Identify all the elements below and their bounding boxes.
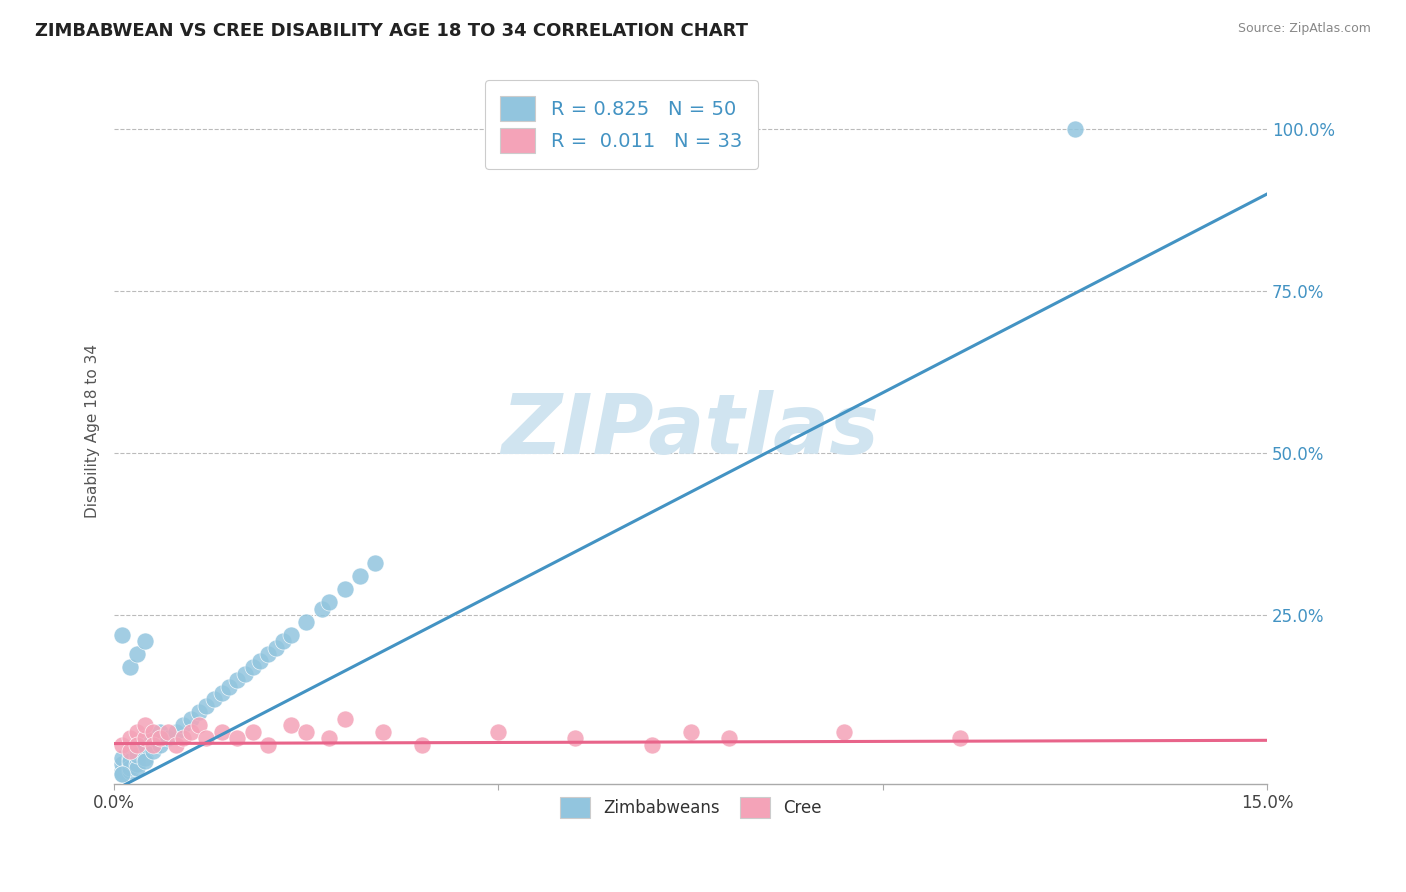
- Point: [226, 731, 249, 746]
- Point: [257, 647, 280, 661]
- Point: [118, 760, 141, 774]
- Point: [142, 725, 165, 739]
- Point: [111, 764, 134, 778]
- Point: [156, 725, 179, 739]
- Point: [226, 673, 249, 687]
- Point: [218, 680, 240, 694]
- Point: [295, 725, 318, 739]
- Point: [118, 744, 141, 758]
- Point: [242, 725, 264, 739]
- Point: [242, 660, 264, 674]
- Point: [948, 731, 970, 746]
- Point: [486, 725, 509, 739]
- Point: [127, 751, 149, 765]
- Point: [180, 712, 202, 726]
- Point: [118, 731, 141, 746]
- Point: [149, 725, 172, 739]
- Point: [318, 731, 340, 746]
- Point: [564, 731, 586, 746]
- Point: [264, 640, 287, 655]
- Point: [165, 738, 187, 752]
- Point: [111, 767, 134, 781]
- Point: [127, 738, 149, 752]
- Point: [149, 738, 172, 752]
- Point: [364, 557, 387, 571]
- Point: [233, 666, 256, 681]
- Point: [411, 738, 433, 752]
- Point: [111, 757, 134, 772]
- Point: [118, 660, 141, 674]
- Point: [127, 744, 149, 758]
- Point: [127, 760, 149, 774]
- Point: [195, 698, 218, 713]
- Point: [717, 731, 740, 746]
- Point: [1063, 122, 1085, 136]
- Point: [180, 725, 202, 739]
- Point: [149, 731, 172, 746]
- Point: [295, 615, 318, 629]
- Point: [127, 747, 149, 762]
- Legend: Zimbabweans, Cree: Zimbabweans, Cree: [553, 790, 828, 825]
- Point: [127, 647, 149, 661]
- Text: Source: ZipAtlas.com: Source: ZipAtlas.com: [1237, 22, 1371, 36]
- Point: [134, 634, 156, 648]
- Point: [172, 718, 194, 732]
- Point: [195, 731, 218, 746]
- Point: [118, 754, 141, 768]
- Text: ZIPatlas: ZIPatlas: [502, 390, 880, 471]
- Point: [156, 731, 179, 746]
- Point: [111, 738, 134, 752]
- Point: [311, 601, 333, 615]
- Point: [142, 731, 165, 746]
- Point: [127, 725, 149, 739]
- Point: [111, 628, 134, 642]
- Point: [249, 654, 271, 668]
- Point: [118, 764, 141, 778]
- Point: [134, 718, 156, 732]
- Point: [142, 738, 165, 752]
- Point: [134, 751, 156, 765]
- Point: [127, 757, 149, 772]
- Point: [165, 725, 187, 739]
- Point: [832, 725, 855, 739]
- Point: [134, 731, 156, 746]
- Point: [172, 731, 194, 746]
- Point: [111, 751, 134, 765]
- Point: [187, 706, 209, 720]
- Point: [211, 725, 233, 739]
- Point: [118, 751, 141, 765]
- Point: [211, 686, 233, 700]
- Point: [142, 744, 165, 758]
- Point: [318, 595, 340, 609]
- Point: [257, 738, 280, 752]
- Point: [333, 582, 356, 597]
- Point: [280, 718, 302, 732]
- Point: [679, 725, 702, 739]
- Point: [333, 712, 356, 726]
- Point: [641, 738, 664, 752]
- Point: [134, 754, 156, 768]
- Point: [202, 692, 225, 706]
- Point: [118, 757, 141, 772]
- Point: [111, 767, 134, 781]
- Point: [349, 569, 371, 583]
- Y-axis label: Disability Age 18 to 34: Disability Age 18 to 34: [86, 343, 100, 517]
- Text: ZIMBABWEAN VS CREE DISABILITY AGE 18 TO 34 CORRELATION CHART: ZIMBABWEAN VS CREE DISABILITY AGE 18 TO …: [35, 22, 748, 40]
- Point: [280, 628, 302, 642]
- Point: [373, 725, 395, 739]
- Point: [271, 634, 294, 648]
- Point: [187, 718, 209, 732]
- Point: [134, 738, 156, 752]
